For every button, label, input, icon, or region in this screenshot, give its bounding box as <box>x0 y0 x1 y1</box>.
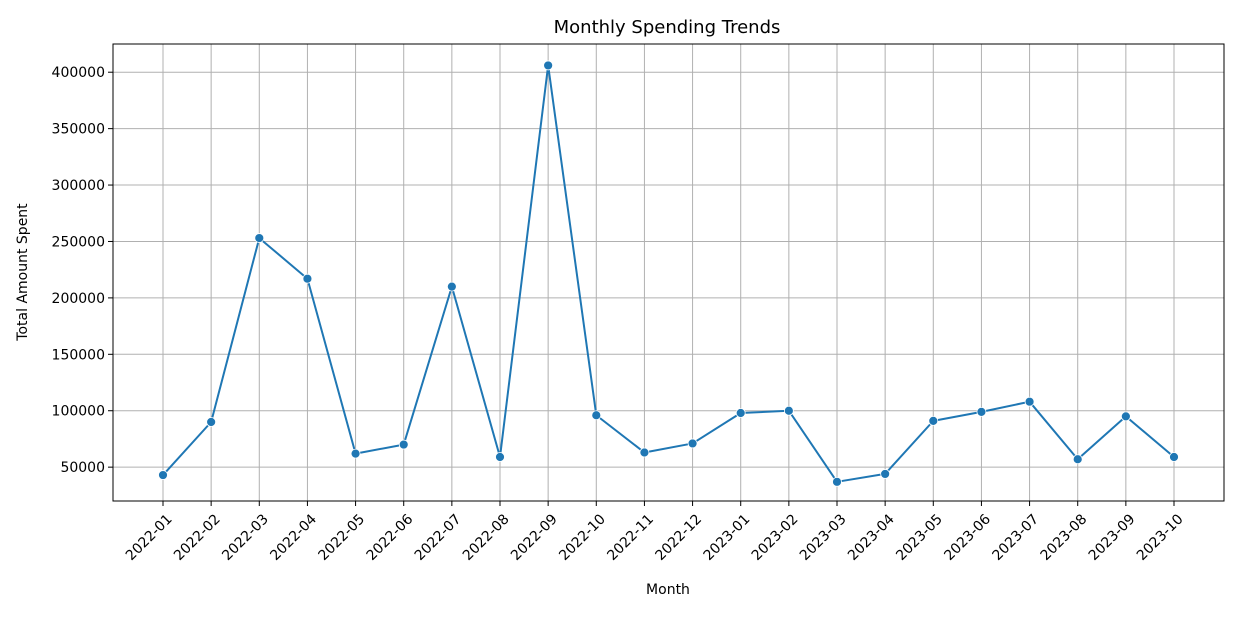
data-point <box>591 410 602 421</box>
data-point <box>302 273 313 284</box>
data-point <box>735 408 746 418</box>
data-point <box>158 470 168 480</box>
y-tick-label: 100000 <box>52 404 105 420</box>
x-tick-label: 2023-03 <box>797 511 850 564</box>
series-line <box>162 64 1175 483</box>
x-tick-label: 2022-04 <box>267 511 320 564</box>
data-point <box>1024 396 1035 407</box>
x-tick-label: 2022-01 <box>123 511 176 564</box>
x-tick-label: 2023-05 <box>893 511 946 564</box>
x-tick-label: 2023-08 <box>1038 511 1091 564</box>
series-layer <box>158 60 1179 487</box>
data-point <box>254 233 265 243</box>
y-tick-label: 200000 <box>52 291 105 307</box>
x-tick-label: 2022-05 <box>316 511 369 564</box>
x-tick-label: 2022-09 <box>508 511 561 564</box>
data-point <box>446 281 457 292</box>
x-tick-label: 2022-11 <box>604 511 657 564</box>
x-tick-label: 2022-02 <box>171 511 224 564</box>
x-tick-label: 2022-12 <box>653 511 706 564</box>
grid-lines <box>113 44 1224 501</box>
plot-area-frame <box>112 43 1225 502</box>
data-point <box>976 406 987 417</box>
data-point <box>783 405 794 416</box>
axis-ticks: 2022-012022-022022-032022-042022-052022-… <box>52 65 1187 564</box>
data-point <box>1072 454 1083 465</box>
data-point <box>880 469 891 479</box>
y-tick-label: 400000 <box>52 65 105 81</box>
data-point <box>639 447 650 458</box>
x-tick-label: 2022-10 <box>556 511 609 564</box>
y-tick-label: 50000 <box>60 460 105 476</box>
x-tick-label: 2022-06 <box>364 511 417 564</box>
x-tick-label: 2023-06 <box>941 511 994 564</box>
x-tick-label: 2023-04 <box>845 511 898 564</box>
x-tick-label: 2023-10 <box>1134 511 1187 564</box>
data-point <box>206 417 217 427</box>
x-axis-label: Month <box>646 582 690 598</box>
chart-title: Monthly Spending Trends <box>554 17 781 38</box>
y-tick-label: 350000 <box>52 122 105 138</box>
x-tick-label: 2023-07 <box>990 511 1043 564</box>
y-tick-label: 300000 <box>52 178 105 194</box>
x-tick-label: 2022-08 <box>460 511 513 564</box>
x-tick-label: 2023-01 <box>701 511 754 564</box>
data-point <box>398 439 409 450</box>
x-tick-label: 2022-03 <box>219 511 272 564</box>
data-point <box>928 415 939 426</box>
y-tick-label: 150000 <box>52 347 105 363</box>
data-point <box>543 60 554 71</box>
x-tick-label: 2023-02 <box>749 511 802 564</box>
y-axis-label: Total Amount Spent <box>15 203 31 342</box>
x-tick-label: 2023-09 <box>1086 511 1139 564</box>
data-point <box>350 448 361 459</box>
y-tick-label: 250000 <box>52 234 105 250</box>
x-tick-label: 2022-07 <box>412 511 465 564</box>
data-point <box>495 452 505 462</box>
data-point <box>687 438 698 449</box>
data-point <box>1169 452 1179 462</box>
data-point <box>1120 411 1131 422</box>
data-point <box>832 476 842 487</box>
